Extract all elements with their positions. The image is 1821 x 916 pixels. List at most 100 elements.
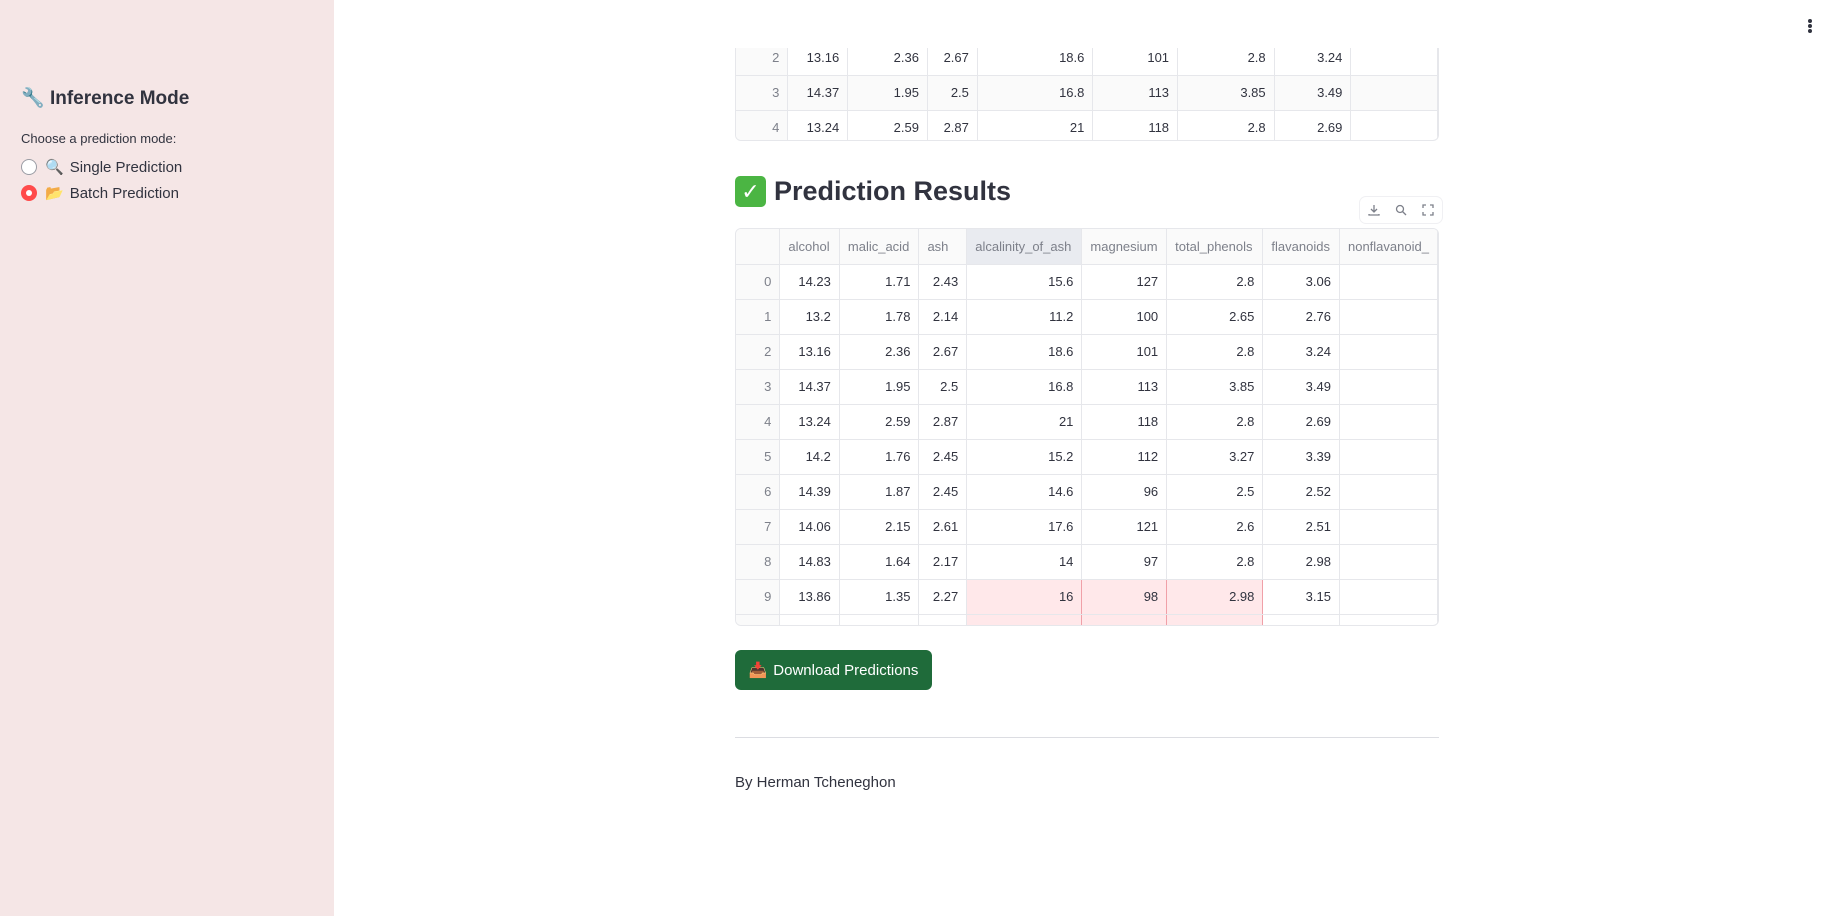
- table-cell[interactable]: 2.51: [1262, 509, 1340, 545]
- table-cell[interactable]: 121: [1081, 509, 1168, 545]
- table-cell[interactable]: 1.64: [839, 544, 920, 580]
- table-cell[interactable]: [1339, 509, 1438, 545]
- table-cell[interactable]: 3.24: [1274, 48, 1352, 76]
- table-cell[interactable]: 1.95: [847, 75, 928, 111]
- column-header[interactable]: alcalinity_of_ash: [966, 229, 1083, 265]
- table-cell[interactable]: 15.6: [966, 264, 1083, 300]
- table-cell[interactable]: [1350, 110, 1438, 140]
- table-cell[interactable]: 1.35: [839, 579, 920, 615]
- table-cell[interactable]: [1339, 334, 1438, 370]
- table-cell[interactable]: 3.49: [1274, 75, 1352, 111]
- radio-single-prediction[interactable]: 🔍 Single Prediction: [21, 158, 182, 176]
- table-cell[interactable]: 3.15: [1262, 579, 1340, 615]
- table-cell[interactable]: 97: [1081, 544, 1168, 580]
- table-cell[interactable]: [1339, 439, 1438, 475]
- table-cell[interactable]: 1.71: [839, 264, 920, 300]
- table-cell[interactable]: 14.2: [779, 439, 840, 475]
- radio-circle-unchecked[interactable]: [21, 159, 37, 175]
- table-cell[interactable]: 14.83: [779, 544, 840, 580]
- table-cell[interactable]: 14: [966, 544, 1083, 580]
- table-cell[interactable]: 2.15: [839, 509, 920, 545]
- fullscreen-icon[interactable]: [1419, 201, 1437, 219]
- table-cell[interactable]: 16: [966, 578, 1083, 615]
- table-cell[interactable]: 2.52: [1262, 474, 1340, 510]
- table-cell[interactable]: 101: [1092, 48, 1179, 76]
- table-cell[interactable]: 2.69: [1262, 404, 1340, 440]
- table-cell[interactable]: 2.36: [839, 334, 920, 370]
- table-cell[interactable]: 2.45: [918, 474, 968, 510]
- table-cell[interactable]: 3.85: [1166, 369, 1264, 405]
- table-cell[interactable]: 1.78: [839, 299, 920, 335]
- table-cell[interactable]: 13.16: [779, 334, 840, 370]
- table-cell[interactable]: 18.6: [977, 48, 1094, 76]
- table-cell[interactable]: 2.67: [918, 334, 968, 370]
- table-cell[interactable]: 2.87: [927, 110, 978, 140]
- table-cell[interactable]: 14.06: [779, 509, 840, 545]
- table-cell[interactable]: 2.6: [1166, 509, 1264, 545]
- table-cell[interactable]: 3.85: [1177, 75, 1275, 111]
- download-icon[interactable]: [1365, 201, 1383, 219]
- table-cell[interactable]: 2.5: [1166, 474, 1264, 510]
- prediction-results-table[interactable]: alcohol malic_acid ash alcalinity_of_ash mag…: [735, 228, 1439, 626]
- table-cell[interactable]: 2.98: [1166, 578, 1264, 615]
- column-header[interactable]: ash: [918, 229, 968, 265]
- table-cell[interactable]: 100: [1081, 299, 1168, 335]
- table-cell[interactable]: 2.43: [918, 264, 968, 300]
- table-cell[interactable]: 2.8: [1166, 404, 1264, 440]
- table-cell[interactable]: 13.2: [779, 299, 840, 335]
- table-cell[interactable]: 2.8: [1166, 334, 1264, 370]
- table-cell[interactable]: 96: [1081, 474, 1168, 510]
- table-cell[interactable]: 14.37: [779, 369, 840, 405]
- table-cell[interactable]: [1339, 404, 1438, 440]
- table-cell[interactable]: 14.23: [779, 264, 840, 300]
- table-cell[interactable]: 13.24: [779, 404, 840, 440]
- table-cell[interactable]: 17.6: [966, 509, 1083, 545]
- table-cell[interactable]: 3.49: [1262, 369, 1340, 405]
- table-cell[interactable]: 15.2: [966, 439, 1083, 475]
- table-cell[interactable]: 127: [1081, 264, 1168, 300]
- table-cell[interactable]: 1.87: [839, 474, 920, 510]
- table-cell[interactable]: 3.06: [1262, 264, 1340, 300]
- table-cell[interactable]: 113: [1092, 75, 1179, 111]
- table-cell[interactable]: 2.36: [847, 48, 928, 76]
- column-header[interactable]: nonflavanoid_: [1339, 229, 1438, 265]
- table-cell[interactable]: 2.69: [1274, 110, 1352, 140]
- column-header[interactable]: alcohol: [779, 229, 840, 265]
- table-cell[interactable]: 2.65: [1166, 299, 1264, 335]
- table-cell[interactable]: 14.37: [787, 75, 849, 111]
- table-cell[interactable]: 2.14: [918, 299, 968, 335]
- table-cell[interactable]: 2.59: [839, 404, 920, 440]
- table-cell[interactable]: 3.24: [1262, 334, 1340, 370]
- table-cell[interactable]: 98: [1081, 578, 1168, 615]
- table-cell[interactable]: 3.39: [1262, 439, 1340, 475]
- table-cell[interactable]: 13.86: [779, 579, 840, 615]
- table-cell[interactable]: 2.61: [918, 509, 968, 545]
- table-cell[interactable]: 2.5: [927, 75, 978, 111]
- download-predictions-button[interactable]: 📥 Download Predictions: [735, 650, 932, 690]
- table-cell[interactable]: [1350, 48, 1438, 76]
- table-cell[interactable]: 113: [1081, 369, 1168, 405]
- table-cell[interactable]: 112: [1081, 439, 1168, 475]
- input-data-table[interactable]: 2 13.16 2.36 2.67 18.6 101 2.8 3.24 3 14.37 1.95 2.…: [735, 48, 1439, 141]
- table-cell[interactable]: [1339, 299, 1438, 335]
- column-header[interactable]: magnesium: [1081, 229, 1168, 265]
- table-cell[interactable]: 2.87: [918, 404, 968, 440]
- table-cell[interactable]: 2.45: [918, 439, 968, 475]
- table-cell[interactable]: 2.27: [918, 579, 968, 615]
- table-cell[interactable]: 16.8: [977, 75, 1094, 111]
- column-header[interactable]: malic_acid: [839, 229, 920, 265]
- table-cell[interactable]: [1339, 474, 1438, 510]
- radio-batch-prediction[interactable]: 📂 Batch Prediction: [21, 184, 179, 202]
- table-cell[interactable]: [1339, 579, 1438, 615]
- table-cell[interactable]: 3.27: [1166, 439, 1264, 475]
- table-cell[interactable]: 1.76: [839, 439, 920, 475]
- column-header[interactable]: flavanoids: [1262, 229, 1340, 265]
- table-cell[interactable]: 21: [966, 404, 1083, 440]
- table-cell[interactable]: [1339, 264, 1438, 300]
- table-cell[interactable]: 2.59: [847, 110, 928, 140]
- table-cell[interactable]: 2.17: [918, 544, 968, 580]
- table-cell[interactable]: 2.76: [1262, 299, 1340, 335]
- table-cell[interactable]: 13.16: [787, 48, 849, 76]
- search-icon[interactable]: [1392, 201, 1410, 219]
- table-cell[interactable]: 2.8: [1166, 264, 1264, 300]
